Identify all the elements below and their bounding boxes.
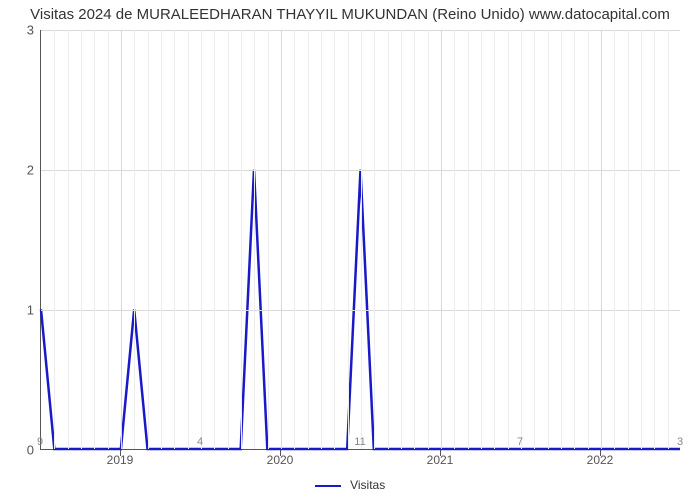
grid-v-minor	[668, 30, 669, 449]
grid-v-minor	[414, 30, 415, 449]
plot-area	[40, 30, 680, 450]
bucket-total-label: 4	[197, 436, 203, 448]
grid-v-minor	[228, 30, 229, 449]
grid-v-minor	[174, 30, 175, 449]
grid-v-minor	[241, 30, 242, 449]
grid-v-minor	[454, 30, 455, 449]
chart-title: Visitas 2024 de MURALEEDHARAN THAYYIL MU…	[0, 6, 700, 23]
x-year-label: 2019	[107, 453, 134, 467]
grid-v-minor	[574, 30, 575, 449]
grid-v-minor	[388, 30, 389, 449]
grid-v-minor	[654, 30, 655, 449]
grid-v-minor	[188, 30, 189, 449]
y-tick-label: 1	[14, 303, 34, 318]
chart-container: Visitas 2024 de MURALEEDHARAN THAYYIL MU…	[0, 0, 700, 500]
grid-v-minor	[588, 30, 589, 449]
x-year-label: 2022	[587, 453, 614, 467]
grid-v-minor	[308, 30, 309, 449]
grid-v-minor	[268, 30, 269, 449]
grid-v	[121, 30, 122, 449]
grid-v-minor	[548, 30, 549, 449]
grid-v-minor	[508, 30, 509, 449]
grid-v-minor	[161, 30, 162, 449]
grid-v-minor	[628, 30, 629, 449]
grid-v-minor	[94, 30, 95, 449]
grid-v-minor	[201, 30, 202, 449]
y-tick-label: 3	[14, 23, 34, 38]
grid-v-minor	[641, 30, 642, 449]
grid-v-minor	[321, 30, 322, 449]
grid-v-minor	[521, 30, 522, 449]
grid-v-minor	[68, 30, 69, 449]
grid-v-minor	[108, 30, 109, 449]
legend-label: Visitas	[350, 478, 385, 492]
grid-v-minor	[481, 30, 482, 449]
bucket-total-label: 7	[517, 436, 523, 448]
grid-v-minor	[561, 30, 562, 449]
grid-v-minor	[148, 30, 149, 449]
grid-v-minor	[374, 30, 375, 449]
grid-v-minor	[81, 30, 82, 449]
grid-v-minor	[334, 30, 335, 449]
grid-v-minor	[294, 30, 295, 449]
bucket-total-label: 11	[354, 436, 365, 448]
grid-v-minor	[348, 30, 349, 449]
grid-v-minor	[254, 30, 255, 449]
x-year-label: 2020	[267, 453, 294, 467]
grid-v	[441, 30, 442, 449]
x-year-label: 2021	[427, 453, 454, 467]
grid-v-minor	[361, 30, 362, 449]
y-tick-label: 2	[14, 163, 34, 178]
grid-v-minor	[614, 30, 615, 449]
legend: Visitas	[0, 478, 700, 492]
grid-v-minor	[534, 30, 535, 449]
bucket-total-label: 9	[37, 436, 43, 448]
grid-v-minor	[134, 30, 135, 449]
y-tick-label: 0	[14, 443, 34, 458]
grid-v-minor	[401, 30, 402, 449]
grid-v-minor	[494, 30, 495, 449]
grid-v-minor	[214, 30, 215, 449]
legend-swatch	[315, 485, 341, 487]
bucket-total-label: 3	[677, 436, 683, 448]
grid-v-minor	[468, 30, 469, 449]
grid-v	[281, 30, 282, 449]
grid-v-minor	[428, 30, 429, 449]
grid-v	[601, 30, 602, 449]
grid-v-minor	[54, 30, 55, 449]
